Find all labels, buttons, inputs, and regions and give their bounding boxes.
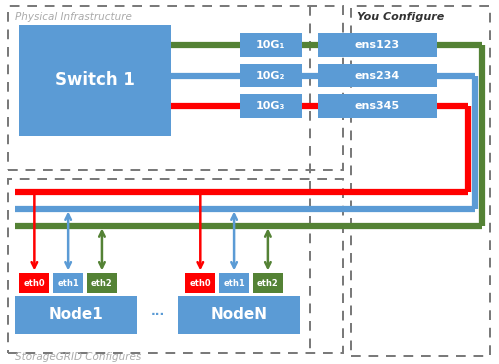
Bar bbox=[253, 273, 283, 293]
Text: eth2: eth2 bbox=[91, 279, 113, 288]
Text: ens123: ens123 bbox=[355, 40, 400, 50]
Text: ···: ··· bbox=[151, 309, 165, 321]
Text: ens345: ens345 bbox=[355, 101, 400, 111]
Bar bbox=[219, 273, 249, 293]
Bar bbox=[351, 6, 491, 356]
Text: eth2: eth2 bbox=[257, 279, 279, 288]
Bar bbox=[7, 179, 343, 353]
Bar bbox=[186, 273, 215, 293]
Text: eth1: eth1 bbox=[223, 279, 245, 288]
Text: 10G₃: 10G₃ bbox=[256, 101, 285, 111]
Text: ens234: ens234 bbox=[355, 71, 400, 80]
Bar bbox=[317, 64, 437, 87]
Text: You Configure: You Configure bbox=[357, 12, 445, 22]
Bar bbox=[19, 273, 49, 293]
Text: eth0: eth0 bbox=[190, 279, 211, 288]
Bar bbox=[87, 273, 117, 293]
Text: Switch 1: Switch 1 bbox=[55, 71, 135, 90]
Bar bbox=[317, 94, 437, 118]
Text: eth0: eth0 bbox=[23, 279, 45, 288]
Bar bbox=[179, 296, 300, 334]
Text: 10G₂: 10G₂ bbox=[256, 71, 285, 80]
Text: eth1: eth1 bbox=[57, 279, 79, 288]
Bar bbox=[53, 273, 83, 293]
Bar bbox=[240, 94, 302, 118]
Text: Node1: Node1 bbox=[49, 308, 103, 323]
Text: StorageGRID Configures: StorageGRID Configures bbox=[15, 352, 142, 362]
Text: Physical Infrastructure: Physical Infrastructure bbox=[15, 12, 132, 22]
Bar bbox=[19, 25, 171, 136]
Bar bbox=[317, 33, 437, 57]
Bar bbox=[240, 64, 302, 87]
Bar bbox=[15, 296, 137, 334]
Bar bbox=[7, 6, 343, 170]
Text: NodeN: NodeN bbox=[211, 308, 267, 323]
Text: 10G₁: 10G₁ bbox=[256, 40, 285, 50]
Bar bbox=[240, 33, 302, 57]
